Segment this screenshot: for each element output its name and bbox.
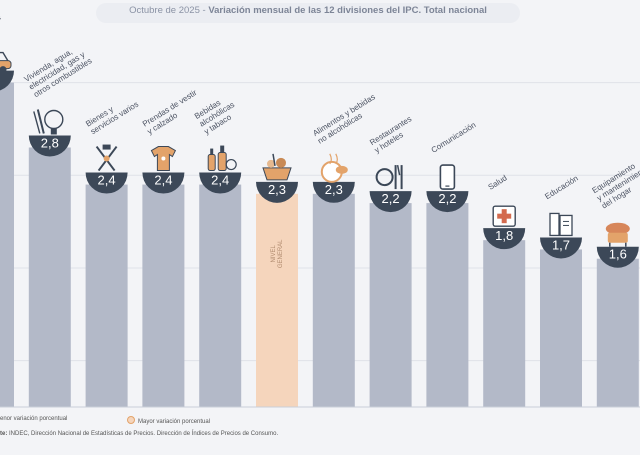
category-group-10: 1,7 xyxy=(540,212,582,259)
value-label-8: 2,2 xyxy=(438,191,456,206)
value-label-4: 2,4 xyxy=(211,173,229,188)
cutlery-icon xyxy=(375,164,403,190)
category-label-line: Comunicación xyxy=(430,120,478,155)
category-group-3: 2,4 xyxy=(142,146,185,194)
bar-9 xyxy=(483,240,526,407)
value-label-11: 1,6 xyxy=(609,247,627,262)
value-label-5: 2,3 xyxy=(268,182,286,197)
value-badge-8 xyxy=(426,191,469,213)
legend-min: enor variación porcentual xyxy=(0,416,68,422)
medical-kit-icon xyxy=(492,205,516,227)
chart-title: Octubre de 2025 - Variación mensual de l… xyxy=(129,5,487,16)
value-badge-4 xyxy=(199,172,242,194)
value-badge-1 xyxy=(28,135,71,157)
category-group-1: 2,8 xyxy=(28,109,71,157)
value-badge-2 xyxy=(85,172,128,194)
category-group-4: 2,4 xyxy=(199,145,242,194)
category-label-line: nsporte xyxy=(0,12,3,34)
tools-icon xyxy=(95,144,118,172)
tshirt-icon xyxy=(150,146,177,172)
category-label-line: GENERAL xyxy=(278,239,284,268)
value-label-7: 2,2 xyxy=(382,191,400,206)
category-group-8: 2,2 xyxy=(426,164,469,213)
legend-max-dot xyxy=(127,416,135,424)
category-group-11: 1,6 xyxy=(596,222,639,268)
category-label-5: NIVELGENERAL xyxy=(271,239,284,268)
category-label-11: Equipamientoy mantenimientodel hogar xyxy=(591,156,640,210)
category-group-6: 2,3 xyxy=(312,153,355,203)
furniture-icon xyxy=(605,222,630,247)
legend-max: Mayor variación porcentual xyxy=(127,416,210,425)
category-label-4: Bebidasalcohólicasy tabaco xyxy=(193,92,241,136)
phone-icon xyxy=(439,164,456,190)
value-badge-0 xyxy=(0,70,14,91)
bar-6 xyxy=(312,193,355,407)
value-label-9: 1,8 xyxy=(495,228,513,243)
category-label-7: Restaurantesy hoteles xyxy=(368,114,418,154)
value-badge-5 xyxy=(256,181,298,203)
value-label-10: 1,7 xyxy=(552,237,570,252)
title-pill xyxy=(96,3,520,23)
category-label-line: Alimentos y bebidas xyxy=(311,92,376,138)
category-group-2: 2,4 xyxy=(85,144,128,194)
value-label-6: 2,3 xyxy=(325,182,343,197)
category-label-line: Educación xyxy=(543,174,579,201)
books-icon xyxy=(549,212,573,237)
bar-10 xyxy=(540,249,582,407)
category-group-9: 1,8 xyxy=(483,205,526,250)
category-label-1: Vivienda, agua,electricidad, gas yotros … xyxy=(23,41,94,99)
bar-5 xyxy=(256,193,298,407)
category-group-5: 2,3 xyxy=(256,153,298,203)
bar-4 xyxy=(199,184,242,407)
bar-11 xyxy=(596,258,639,407)
category-label-9: Salud xyxy=(486,173,508,191)
bar-2 xyxy=(85,184,128,407)
category-group-7: 2,2 xyxy=(369,164,412,213)
category-label-2: Bienes yservicios varios xyxy=(84,92,140,136)
value-badge-10 xyxy=(540,237,582,259)
value-badge-3 xyxy=(142,172,185,194)
basket-icon xyxy=(262,153,292,181)
bar-3 xyxy=(142,184,185,407)
category-label-line: NIVEL xyxy=(271,244,277,262)
category-label-line: Salud xyxy=(486,173,508,191)
value-label-2: 2,4 xyxy=(98,173,116,188)
car-icon xyxy=(0,51,12,74)
bar-7 xyxy=(369,203,412,407)
bar-0 xyxy=(0,82,14,408)
value-badge-11 xyxy=(596,246,639,268)
value-badge-7 xyxy=(369,191,412,213)
value-badge-6 xyxy=(312,181,355,203)
bottles-icon xyxy=(207,145,237,172)
category-label-10: Educación xyxy=(543,174,579,201)
category-label-8: Comunicación xyxy=(430,120,478,155)
source-note: te: INDEC, Dirección Nacional de Estadís… xyxy=(0,431,279,437)
lightbulb-icon xyxy=(33,109,64,135)
value-badge-9 xyxy=(483,228,526,250)
category-label-0: nsporte xyxy=(0,12,3,34)
chart-title-main: Variación mensual de las 12 divisiones d… xyxy=(208,5,487,16)
bar-8 xyxy=(426,203,469,407)
value-label-3: 2,4 xyxy=(154,173,172,188)
chart-title-date: Octubre de 2025 xyxy=(129,5,200,16)
bar-1 xyxy=(28,147,71,408)
value-label-1: 2,8 xyxy=(41,135,59,150)
category-group-0: 5 xyxy=(0,51,14,91)
food-icon xyxy=(320,153,348,183)
